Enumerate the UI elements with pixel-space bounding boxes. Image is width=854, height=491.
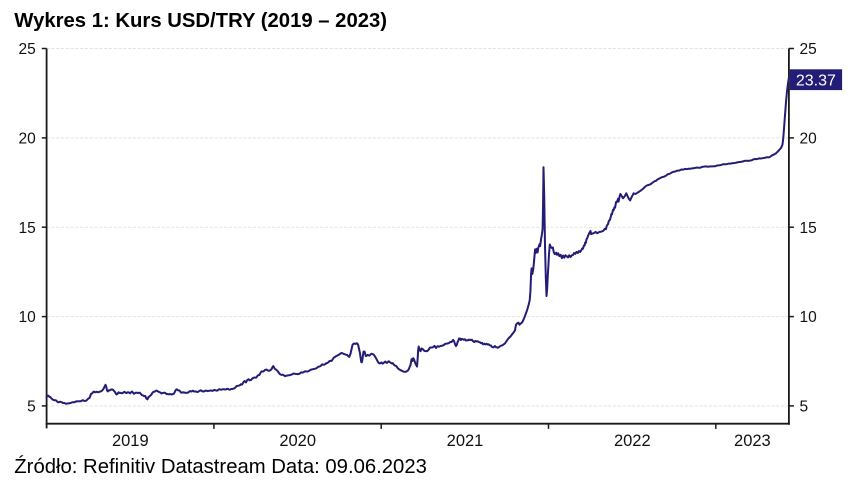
svg-text:2019: 2019 xyxy=(112,432,149,450)
svg-text:2020: 2020 xyxy=(279,432,316,450)
svg-text:15: 15 xyxy=(800,220,817,237)
svg-text:25: 25 xyxy=(19,41,36,58)
svg-text:5: 5 xyxy=(27,399,36,416)
svg-text:23.37: 23.37 xyxy=(796,73,836,90)
svg-text:2021: 2021 xyxy=(447,432,484,450)
svg-text:2023: 2023 xyxy=(734,432,771,450)
svg-text:20: 20 xyxy=(800,131,818,148)
svg-text:10: 10 xyxy=(19,309,37,326)
svg-text:10: 10 xyxy=(800,309,818,326)
svg-text:2022: 2022 xyxy=(614,432,651,450)
svg-text:25: 25 xyxy=(800,41,817,58)
svg-text:20: 20 xyxy=(19,131,37,148)
svg-text:5: 5 xyxy=(800,399,809,416)
svg-text:15: 15 xyxy=(19,220,36,237)
